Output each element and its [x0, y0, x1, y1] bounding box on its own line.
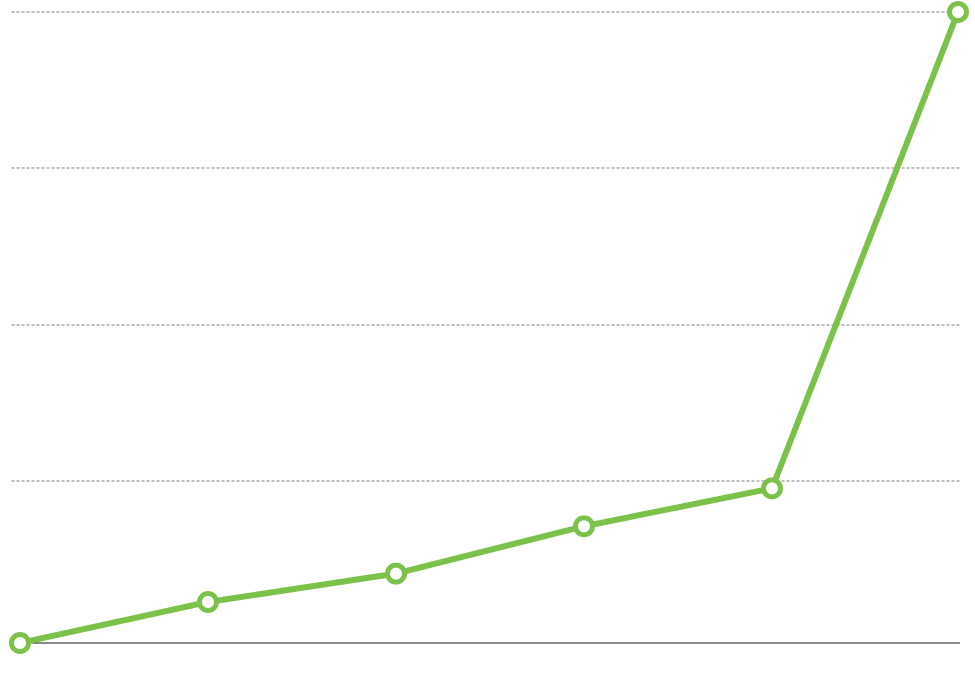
- data-point: [12, 635, 29, 652]
- series-line: [20, 12, 958, 643]
- data-point: [764, 480, 781, 497]
- data-point: [200, 593, 217, 610]
- data-point: [950, 4, 967, 21]
- line-chart: [0, 0, 975, 685]
- data-point: [388, 565, 405, 582]
- data-point: [576, 518, 593, 535]
